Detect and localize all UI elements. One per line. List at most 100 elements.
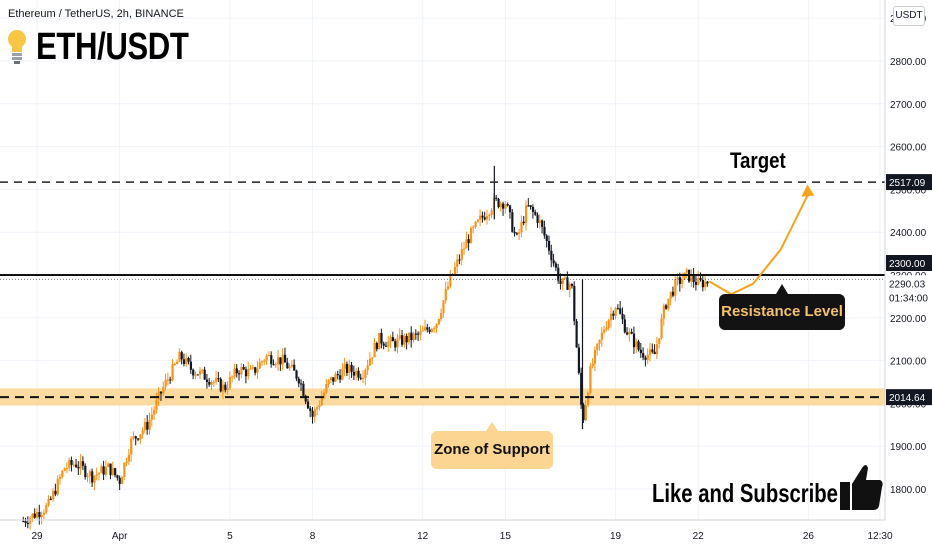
candle-body: [630, 331, 633, 334]
candle-body: [270, 355, 273, 365]
candle-body: [109, 463, 112, 476]
y-tick-label: 2800.00: [890, 57, 927, 68]
candle-body: [378, 332, 381, 350]
candle-body: [359, 377, 362, 379]
candle-body: [224, 384, 227, 391]
candles: [22, 165, 709, 530]
candle-body: [219, 378, 222, 392]
candle-body: [249, 368, 252, 370]
resistance-price-tag: 2300.00: [889, 259, 926, 270]
candle-body: [162, 386, 165, 394]
candle-body: [146, 421, 149, 430]
candle-body: [203, 369, 206, 380]
candle-body: [401, 335, 404, 345]
candle-body: [180, 352, 183, 360]
candle-body: [580, 372, 583, 405]
candle-body: [456, 259, 459, 267]
candle-body: [612, 313, 615, 316]
candle-body: [295, 370, 298, 379]
candle-body: [541, 220, 544, 227]
candle-body: [632, 333, 636, 348]
candle-body: [621, 313, 624, 320]
candle-body: [662, 305, 665, 319]
candle-body: [75, 464, 78, 468]
candle-body: [387, 341, 390, 347]
candle-body: [683, 272, 686, 280]
candle-body: [38, 512, 41, 518]
candle-body: [644, 357, 647, 360]
candle-body: [412, 333, 415, 341]
candle-body: [40, 514, 43, 518]
candle-body: [646, 354, 649, 360]
candle-body: [153, 409, 156, 415]
candle-body: [176, 361, 179, 365]
candle-body: [86, 476, 89, 478]
candle-body: [302, 383, 305, 396]
currency-selector[interactable]: USDT: [893, 6, 925, 26]
candle-body: [33, 513, 36, 518]
candle-body: [678, 277, 682, 284]
candle-body: [210, 382, 213, 385]
candle-body: [238, 373, 241, 375]
target-price-tag-bg: [886, 174, 932, 191]
candle-body: [561, 278, 564, 284]
candle-body: [125, 461, 128, 463]
candle-body: [619, 308, 622, 314]
candle-body: [481, 215, 484, 218]
candle-body: [350, 364, 353, 372]
candle-body: [84, 465, 87, 477]
candle-body: [559, 280, 562, 284]
candle-body: [171, 364, 174, 381]
candle-body: [240, 367, 243, 375]
candle-body: [483, 217, 486, 220]
candle-body: [623, 319, 626, 333]
candle-body: [42, 512, 46, 515]
candle-body: [159, 391, 163, 394]
candle-body: [589, 366, 592, 394]
candle-body: [518, 232, 521, 234]
candle-body: [242, 367, 245, 370]
candle-body: [104, 466, 108, 475]
projection-curve: [708, 193, 810, 296]
candle-body: [479, 215, 482, 220]
candle-body: [54, 490, 57, 495]
resistance-pointer: [776, 284, 788, 294]
candle-body: [31, 513, 34, 519]
candle-body: [88, 471, 92, 477]
candle-body: [123, 462, 126, 478]
candle-body: [582, 404, 585, 421]
symbol-subtitle: Ethereum / TetherUS, 2h, BINANCE: [8, 8, 184, 20]
candle-body: [525, 205, 528, 224]
candle-body: [267, 355, 271, 357]
candle-body: [607, 320, 610, 328]
candle-body: [423, 327, 427, 331]
candle-body: [91, 471, 94, 483]
candle-body: [228, 376, 232, 389]
candle-body: [22, 521, 25, 523]
candle-body: [550, 250, 553, 261]
candle-body: [352, 371, 356, 376]
candle-body: [132, 436, 135, 439]
candle-body: [343, 363, 346, 370]
candle-body: [130, 438, 133, 455]
candle-body: [309, 408, 312, 411]
candle-body: [534, 211, 537, 215]
x-tick-label: 12:30: [868, 531, 893, 542]
candle-body: [660, 318, 663, 339]
y-tick-label: 1900.00: [890, 442, 927, 453]
candle-body: [95, 474, 98, 476]
candle-body: [182, 359, 186, 365]
candle-body: [318, 405, 321, 408]
candle-body: [701, 279, 704, 288]
support-zone-callout: Zone of Support: [431, 431, 553, 469]
candle-body: [449, 274, 452, 287]
candle-body: [325, 384, 328, 393]
candle-body: [251, 367, 255, 369]
candle-body: [150, 414, 153, 420]
candle-body: [430, 328, 434, 332]
candle-body: [279, 357, 282, 365]
candle-body: [403, 335, 406, 345]
candle-body: [327, 380, 330, 385]
candle-body: [107, 463, 110, 467]
